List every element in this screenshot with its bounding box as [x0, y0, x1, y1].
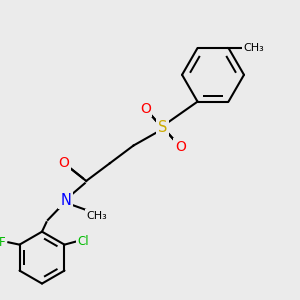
Text: S: S [158, 120, 168, 135]
Text: O: O [140, 102, 151, 116]
Text: Cl: Cl [78, 235, 89, 248]
Text: N: N [60, 193, 71, 208]
Text: O: O [59, 156, 70, 170]
Text: CH₃: CH₃ [244, 43, 265, 53]
Text: CH₃: CH₃ [87, 211, 107, 221]
Text: O: O [175, 140, 186, 154]
Text: F: F [0, 236, 5, 249]
